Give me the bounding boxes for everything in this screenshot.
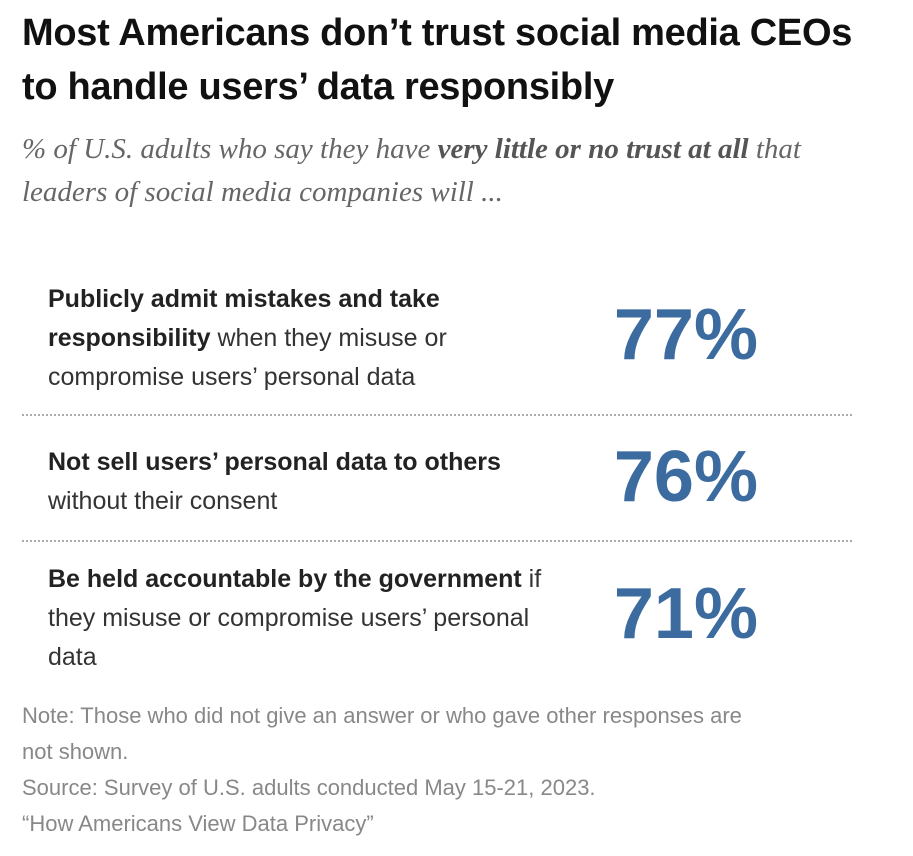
subtitle-text: % of U.S. adults who say they have [22,133,438,165]
separator [22,540,852,542]
item: Be held accountable by the government if… [48,560,848,677]
item: Not sell users’ personal data to others … [48,437,848,521]
item-text: Not sell users’ personal data to others … [48,443,548,521]
title: Most Americans don’t trust social media … [22,12,853,108]
footer: Note: Those who did not give an answer o… [22,698,752,842]
item-rest: if they misuse or compromise users’ pers… [48,565,542,671]
item-rest: when they misuse or compromise users’ pe… [48,324,447,391]
item-value: 76% [613,437,758,517]
subtitle: % of U.S. adults who say they have very … [22,128,822,214]
subtitle-emphasis: very little or no trust at all [437,133,749,165]
note: Note: Those who did not give an answer o… [22,703,742,764]
item-text: Publicly admit mistakes and take respons… [48,280,548,397]
subtitle-text: that leaders of social media companies w… [22,133,801,208]
item-rest: without their consent [48,487,278,515]
item-text: Be held accountable by the government if… [48,560,548,677]
item-value: 77% [613,295,758,375]
report-title: “How Americans View Data Privacy” [22,811,374,836]
item-bold: Be held accountable by the government [48,565,522,593]
source: Source: Survey of U.S. adults conducted … [22,775,596,800]
item-bold: Not sell users’ personal data to others [48,448,501,476]
item: Publicly admit mistakes and take respons… [48,280,848,397]
item-bold: Publicly admit mistakes and take respons… [48,285,440,352]
item-value: 71% [613,574,758,654]
separator [22,414,852,416]
